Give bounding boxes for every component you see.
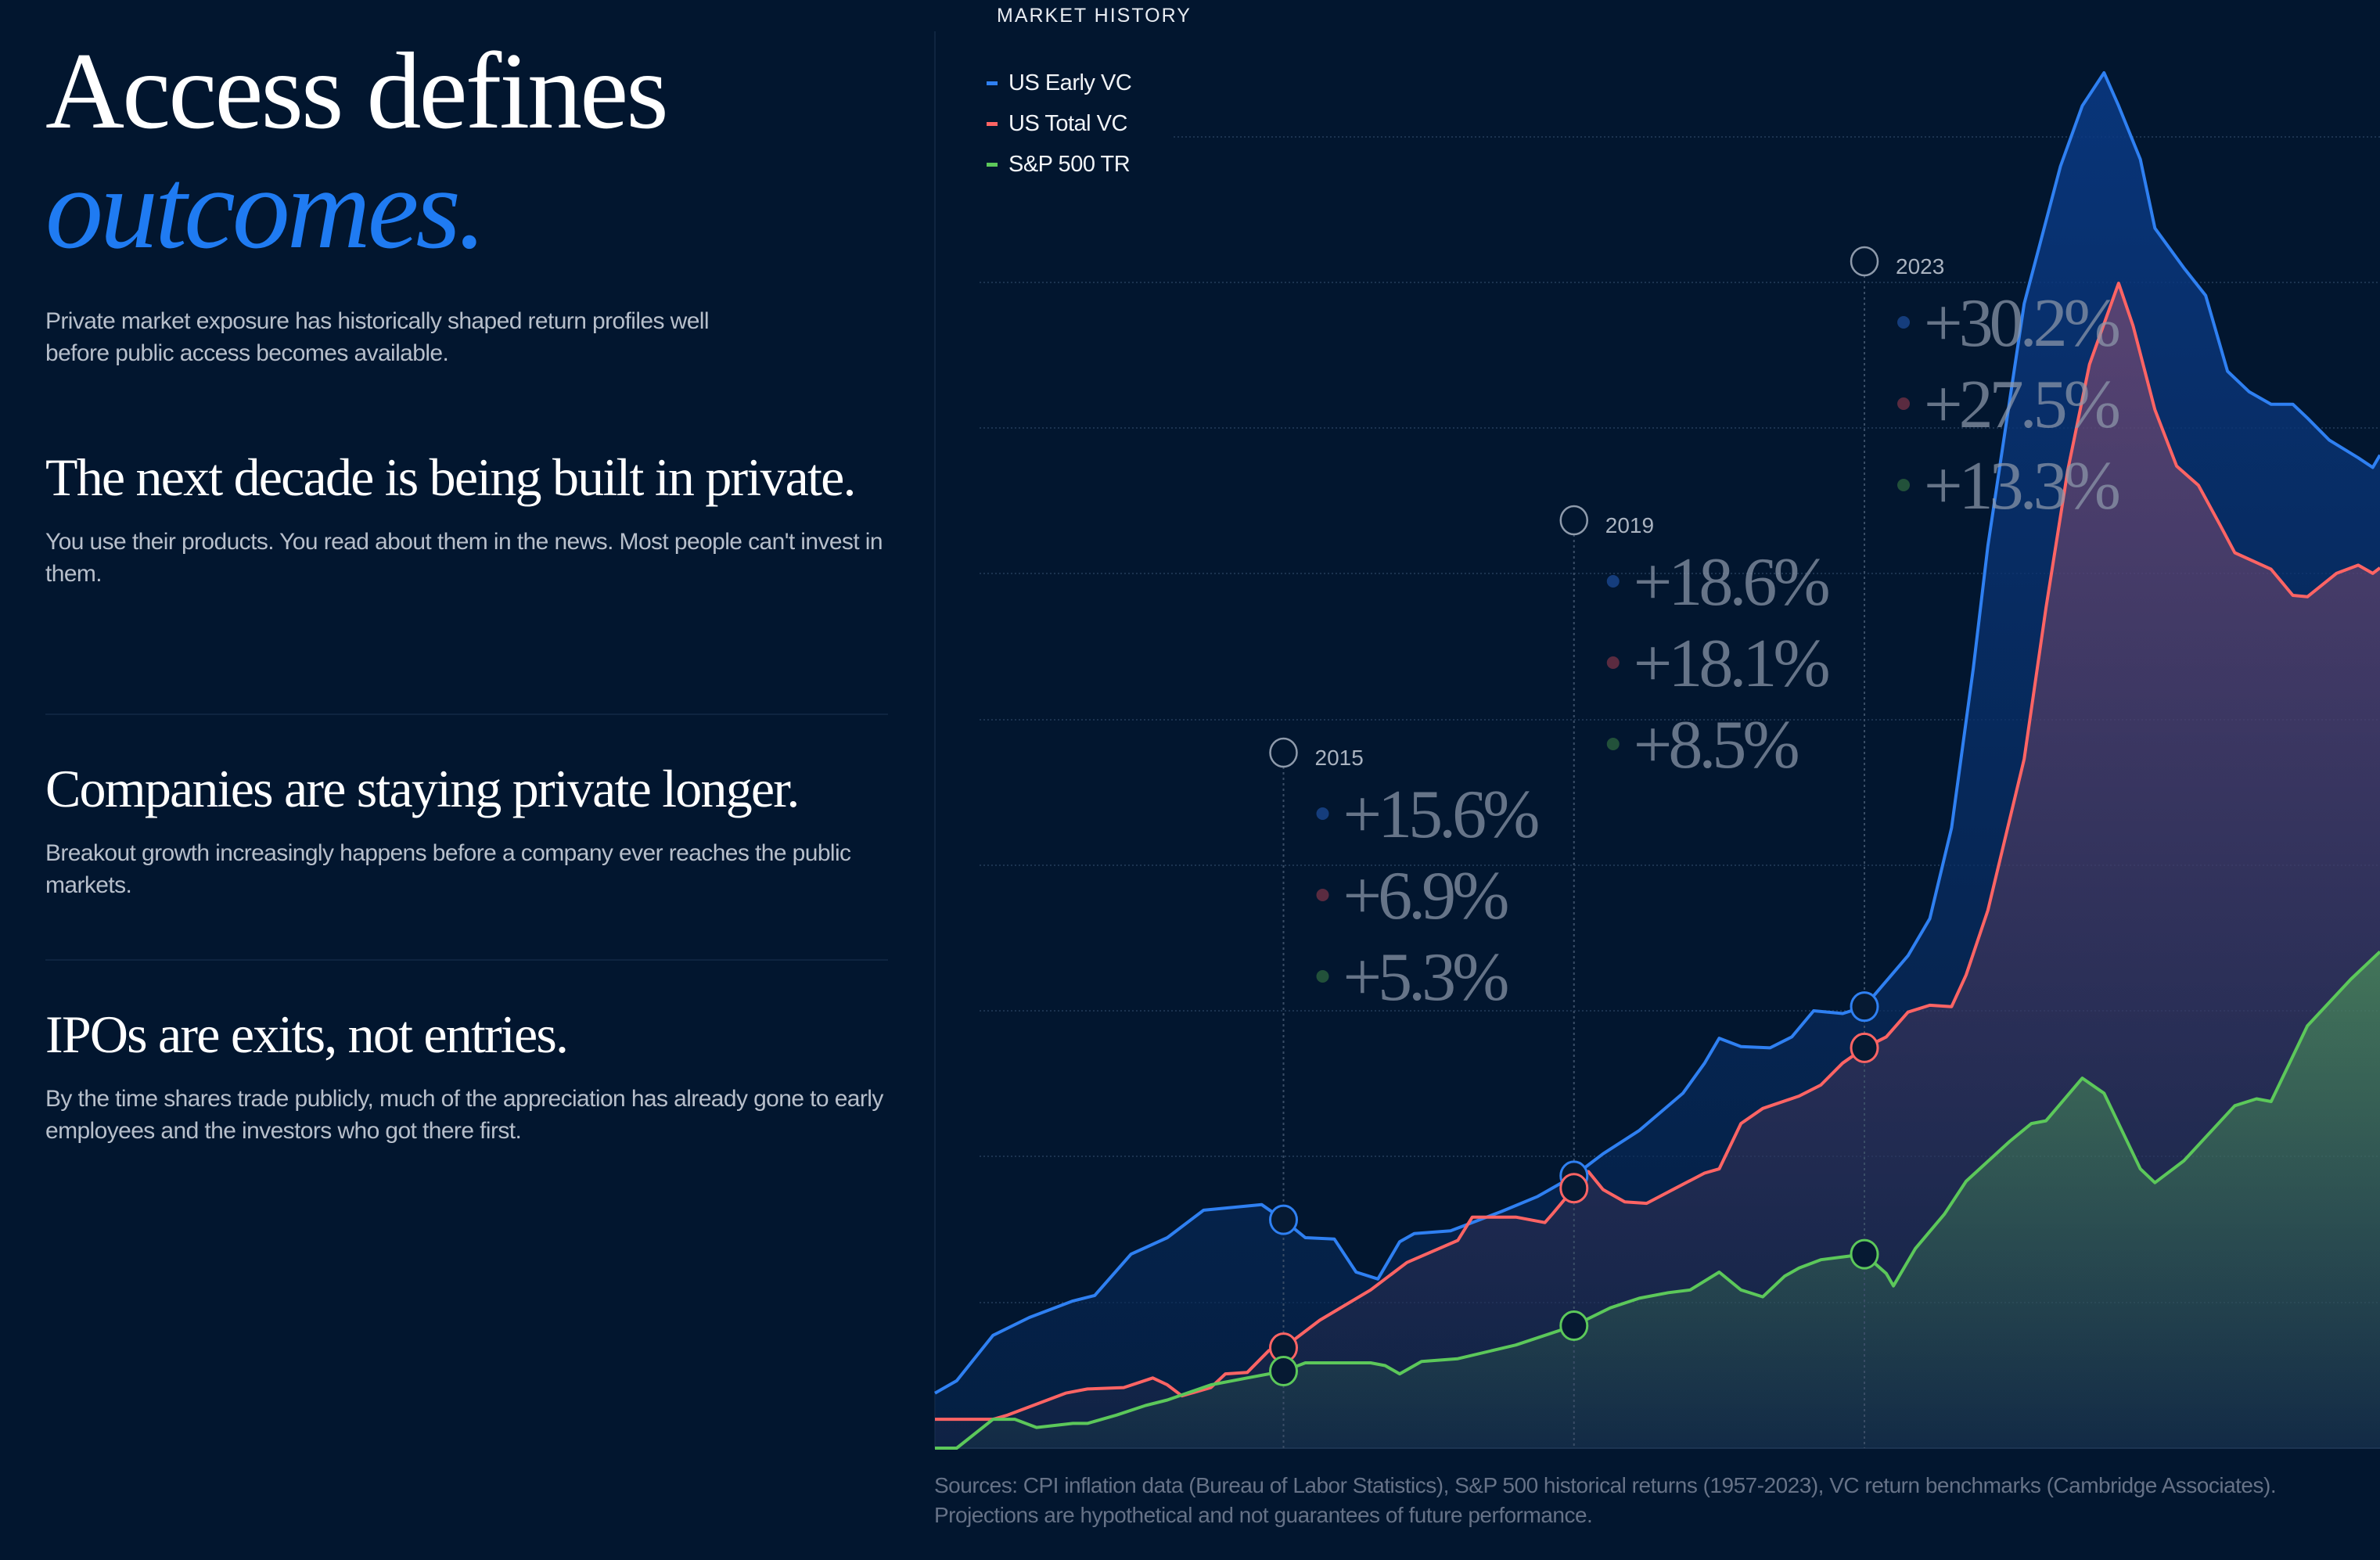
hero-title: Access defines outcomes. (45, 31, 669, 273)
legend-item-sp500-tr: S&P 500 TR (987, 152, 1131, 178)
chart-separator (934, 31, 936, 1449)
return-value-us-total-vc: +6.9% (1343, 858, 1508, 934)
line-us-total-vc (935, 282, 2380, 1422)
legend-swatch (987, 122, 998, 126)
data-point-marker-sp500-tr (1850, 1238, 1879, 1270)
area-sp500-tr (935, 951, 2380, 1448)
year-marker-circle (1269, 737, 1298, 768)
value-dot-us-total-vc (1316, 889, 1329, 901)
return-value-us-early-vc: +30.2% (1924, 286, 2119, 361)
data-point-marker-us-early-vc (1269, 1204, 1299, 1235)
value-dot-sp500-tr (1897, 479, 1911, 491)
section-heading: Companies are staying private longer. (45, 759, 800, 818)
section-staying-private: Companies are staying private longer. Br… (45, 757, 890, 901)
value-dot-sp500-tr (1606, 738, 1620, 750)
section-heading: IPOs are exits, not entries. (45, 1005, 569, 1064)
value-dot-us-total-vc (1606, 656, 1620, 669)
section-heading: The next decade is being built in privat… (45, 448, 857, 507)
return-value-sp500-tr: +13.3% (1924, 448, 2119, 524)
value-dot-us-early-vc (1316, 807, 1329, 820)
section-body: You use their products. You read about t… (45, 529, 883, 587)
section-body: Breakout growth increasingly happens bef… (45, 840, 851, 898)
divider (45, 959, 888, 961)
year-marker-circle (1559, 505, 1589, 536)
legend-label: US Total VC (1008, 111, 1127, 136)
line-sp500-tr (935, 950, 2380, 1450)
hero-title-line1: Access defines (45, 31, 669, 152)
section-built-in-private: The next decade is being built in privat… (45, 446, 890, 590)
year-label: 2023 (1896, 254, 1944, 279)
return-value-us-early-vc: +15.6% (1343, 777, 1539, 853)
divider (45, 714, 888, 715)
year-marker-circle (1850, 246, 1879, 277)
value-dot-us-early-vc (1897, 316, 1911, 329)
data-point-marker-us-total-vc (1850, 1032, 1879, 1063)
legend-label: S&P 500 TR (1008, 152, 1131, 177)
hero-title-accent: outcomes. (45, 145, 487, 273)
value-dot-us-early-vc (1606, 575, 1620, 588)
data-point-marker-us-early-vc (1850, 991, 1879, 1023)
year-label: 2015 (1315, 746, 1364, 770)
value-dot-us-total-vc (1897, 397, 1911, 410)
legend-label: US Early VC (1008, 70, 1132, 95)
value-dot-sp500-tr (1316, 970, 1329, 983)
hero-intro: Private market exposure has historically… (45, 308, 710, 366)
data-point-marker-sp500-tr (1559, 1310, 1589, 1342)
section-ipos-exits: IPOs are exits, not entries. By the time… (45, 1003, 890, 1147)
year-label: 2019 (1605, 513, 1654, 537)
return-value-sp500-tr: +5.3% (1343, 940, 1508, 1015)
legend-item-us-total-vc: US Total VC (987, 111, 1127, 137)
return-value-us-total-vc: +27.5% (1924, 367, 2119, 443)
data-point-marker-sp500-tr (1269, 1356, 1299, 1387)
data-point-marker-us-total-vc (1559, 1173, 1589, 1204)
return-value-us-early-vc: +18.6% (1634, 545, 1829, 620)
legend-swatch (987, 81, 998, 85)
chart-title: MARKET HISTORY (997, 5, 1192, 27)
legend-swatch (987, 163, 998, 167)
sources-note: Sources: CPI inflation data (Bureau of L… (934, 1473, 2277, 1527)
return-value-sp500-tr: +8.5% (1634, 707, 1799, 783)
legend-item-us-early-vc: US Early VC (987, 70, 1132, 96)
section-body: By the time shares trade publicly, much … (45, 1086, 883, 1144)
line-us-early-vc (934, 71, 2380, 1395)
return-value-us-total-vc: +18.1% (1634, 626, 1829, 702)
